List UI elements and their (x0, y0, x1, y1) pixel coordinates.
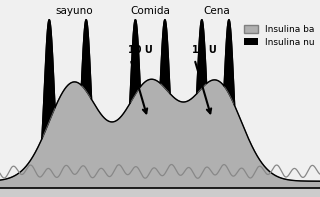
Text: Comida: Comida (130, 6, 170, 16)
Text: 10 U: 10 U (128, 45, 153, 55)
Legend: Insulina ba, Insulina nu: Insulina ba, Insulina nu (243, 24, 316, 48)
Text: sayuno: sayuno (55, 6, 93, 16)
Text: Cena: Cena (203, 6, 230, 16)
Text: 10 U: 10 U (192, 45, 217, 55)
